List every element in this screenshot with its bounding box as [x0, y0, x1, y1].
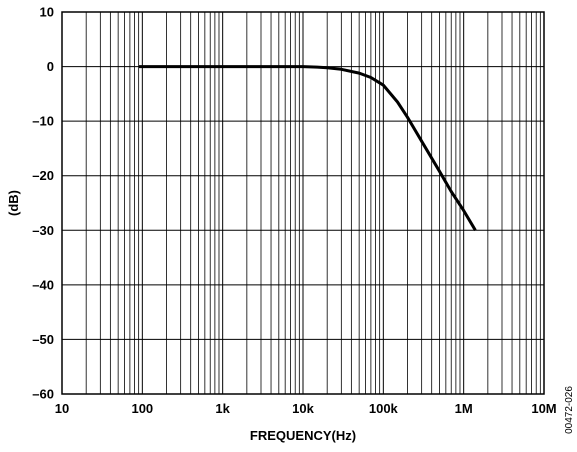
minor-gridlines	[85, 12, 541, 394]
x-tick-labels: 10 100 1k 10k 100k 1M 10M	[55, 401, 557, 416]
x-tick-label: 100k	[369, 401, 399, 416]
y-tick-label: –30	[32, 223, 54, 238]
y-tick-label: –10	[32, 114, 54, 129]
series-line	[138, 65, 477, 232]
x-tick-label: 10M	[531, 401, 556, 416]
y-tick-label: –40	[32, 277, 54, 292]
y-tick-label: 10	[40, 5, 54, 20]
x-axis-label: FREQUENCY(Hz)	[250, 428, 356, 443]
x-tick-label: 1M	[455, 401, 473, 416]
figure-id-annotation: 00472-026	[564, 386, 575, 434]
y-tick-labels: 10 0 –10 –20 –30 –40 –50 –60	[32, 5, 54, 402]
y-tick-label: –20	[32, 168, 54, 183]
y-tick-label: –50	[32, 332, 54, 347]
y-axis-label: (dB)	[6, 190, 21, 216]
y-tick-label: 0	[47, 59, 54, 74]
plot-frame	[61, 11, 545, 395]
x-tick-label: 10k	[292, 401, 314, 416]
y-tick-label: –60	[32, 387, 54, 402]
x-tick-label: 1k	[215, 401, 230, 416]
x-tick-label: 100	[131, 401, 153, 416]
x-tick-label: 10	[55, 401, 69, 416]
